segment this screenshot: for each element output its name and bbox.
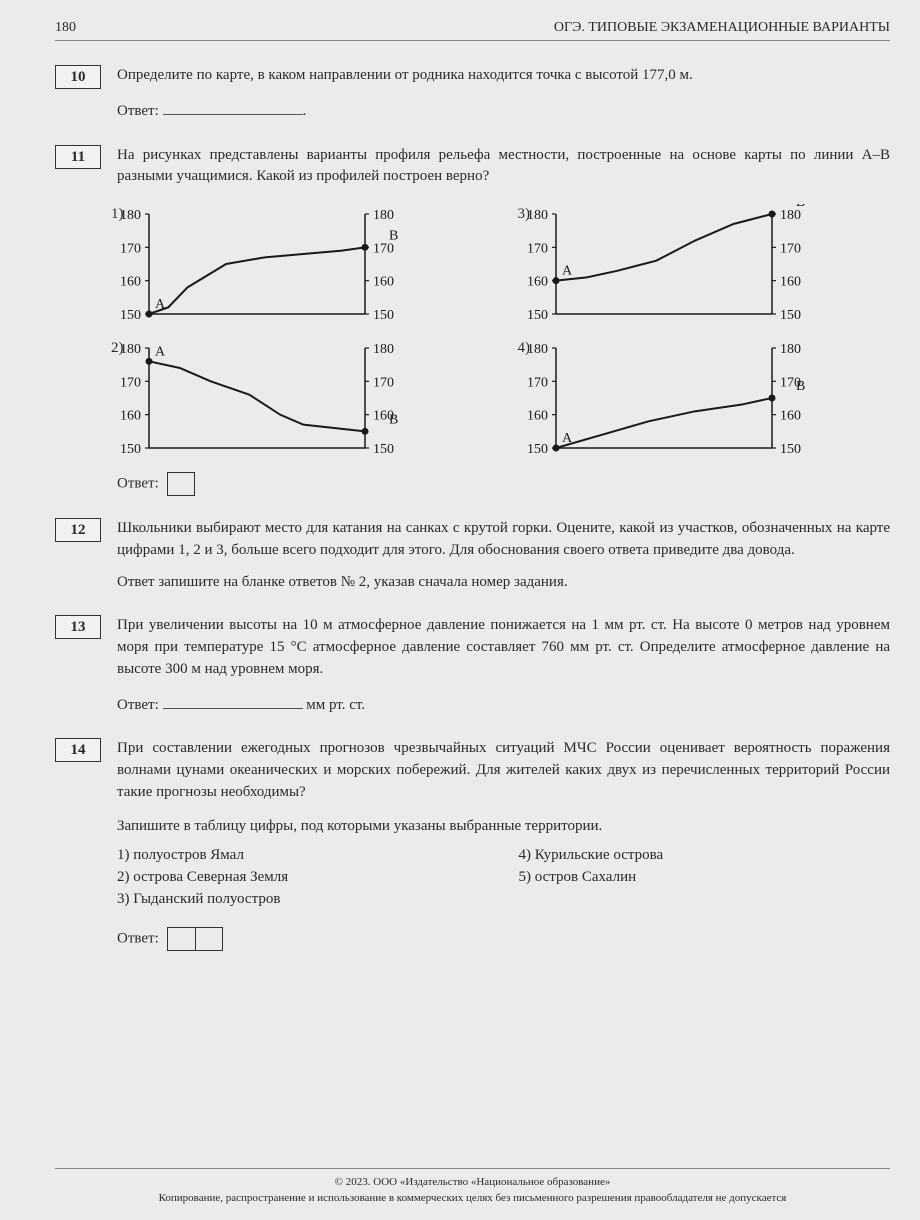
task-text: Определите по карте, в каком направлении…: [117, 65, 890, 87]
task-body: Школьники выбирают место для катания на …: [117, 518, 890, 593]
copyright: © 2023. ООО «Издательство «Национальное …: [55, 1175, 890, 1190]
task-body: При составлении ежегодных прогнозов чрез…: [117, 738, 890, 950]
svg-text:170: 170: [780, 241, 801, 256]
task-text: При составлении ежегодных прогнозов чрез…: [117, 738, 890, 803]
svg-text:170: 170: [373, 375, 394, 390]
svg-text:160: 160: [527, 409, 548, 424]
chart-2: 2)150150160160170170180180AB: [117, 338, 484, 458]
answer-blank[interactable]: [163, 101, 303, 115]
svg-text:150: 150: [780, 308, 801, 323]
chart-label: 1): [111, 204, 124, 226]
task-text: Школьники выбирают место для катания на …: [117, 518, 890, 562]
answer-blank[interactable]: [163, 695, 303, 709]
answer-row: Ответ:: [117, 927, 890, 951]
svg-text:150: 150: [120, 442, 141, 457]
svg-text:150: 150: [373, 442, 394, 457]
task-body: Определите по карте, в каком направлении…: [117, 65, 890, 123]
task-number: 13: [55, 615, 101, 639]
svg-text:180: 180: [373, 342, 394, 357]
chart-3: 3)150150160160170170180180AB: [524, 204, 891, 324]
svg-text:160: 160: [373, 275, 394, 290]
option: 1) полуостров Ямал: [117, 845, 489, 867]
svg-text:170: 170: [527, 375, 548, 390]
option: 3) Гыданский полуостров: [117, 889, 489, 911]
svg-text:A: A: [155, 297, 166, 312]
task-text: При увеличении высоты на 10 м атмосферно…: [117, 615, 890, 680]
profile-chart-3: 150150160160170170180180AB: [524, 204, 848, 324]
option: 4) Курильские острова: [519, 845, 891, 867]
svg-text:150: 150: [120, 308, 141, 323]
answer-label: Ответ:: [117, 103, 159, 119]
answer-label: Ответ:: [117, 930, 159, 946]
svg-text:B: B: [796, 204, 805, 210]
chart-4: 4)150150160160170170180180AB: [524, 338, 891, 458]
svg-text:170: 170: [120, 375, 141, 390]
svg-text:150: 150: [527, 442, 548, 457]
svg-text:150: 150: [780, 442, 801, 457]
svg-text:160: 160: [120, 275, 141, 290]
answer-label: Ответ:: [117, 697, 159, 713]
svg-text:150: 150: [373, 308, 394, 323]
task-14: 14 При составлении ежегодных прогнозов ч…: [55, 738, 890, 950]
svg-text:150: 150: [527, 308, 548, 323]
task-13: 13 При увеличении высоты на 10 м атмосфе…: [55, 615, 890, 716]
answer-row: Ответ: мм рт. ст.: [117, 695, 890, 717]
svg-text:180: 180: [373, 208, 394, 223]
task-number: 11: [55, 145, 101, 169]
chart-label: 2): [111, 338, 124, 360]
task-number: 12: [55, 518, 101, 542]
svg-text:180: 180: [780, 342, 801, 357]
charts-grid: 1)150150160160170170180180AB3)1501501601…: [117, 204, 890, 458]
footer-note: Копирование, распространение и использов…: [55, 1191, 890, 1206]
svg-text:180: 180: [780, 208, 801, 223]
svg-text:A: A: [562, 264, 573, 279]
svg-text:160: 160: [780, 275, 801, 290]
answer-row: Ответ: .: [117, 101, 890, 123]
task-body: На рисунках представлены варианты профил…: [117, 145, 890, 497]
task-10: 10 Определите по карте, в каком направле…: [55, 65, 890, 123]
task-number: 10: [55, 65, 101, 89]
answer-box-double[interactable]: [167, 927, 223, 951]
task-number: 14: [55, 738, 101, 762]
page-number: 180: [55, 20, 76, 36]
task-12: 12 Школьники выбирают место для катания …: [55, 518, 890, 593]
option: 5) остров Сахалин: [519, 867, 891, 889]
header-title: ОГЭ. ТИПОВЫЕ ЭКЗАМЕНАЦИОННЫЕ ВАРИАНТЫ: [554, 20, 890, 36]
task-note: Ответ запишите на бланке ответов № 2, ук…: [117, 572, 890, 594]
profile-chart-1: 150150160160170170180180AB: [117, 204, 441, 324]
options-grid: 1) полуостров Ямал 2) острова Северная З…: [117, 845, 890, 910]
page-header: 180 ОГЭ. ТИПОВЫЕ ЭКЗАМЕНАЦИОННЫЕ ВАРИАНТ…: [55, 20, 890, 41]
chart-1: 1)150150160160170170180180AB: [117, 204, 484, 324]
svg-text:B: B: [389, 412, 398, 427]
svg-text:160: 160: [527, 275, 548, 290]
svg-text:160: 160: [780, 409, 801, 424]
svg-text:B: B: [389, 228, 398, 243]
answer-row: Ответ:: [117, 472, 890, 496]
svg-text:B: B: [796, 379, 805, 394]
svg-text:170: 170: [527, 241, 548, 256]
profile-chart-4: 150150160160170170180180AB: [524, 338, 848, 458]
task-text: На рисунках представлены варианты профил…: [117, 145, 890, 189]
task-body: При увеличении высоты на 10 м атмосферно…: [117, 615, 890, 716]
footer: © 2023. ООО «Издательство «Национальное …: [55, 1168, 890, 1206]
option: 2) острова Северная Земля: [117, 867, 489, 889]
task-instruction: Запишите в таблицу цифры, под которыми у…: [117, 816, 890, 838]
svg-text:160: 160: [120, 409, 141, 424]
chart-label: 4): [518, 338, 531, 360]
chart-label: 3): [518, 204, 531, 226]
answer-label: Ответ:: [117, 475, 159, 491]
svg-text:170: 170: [120, 241, 141, 256]
answer-unit: мм рт. ст.: [306, 697, 365, 713]
answer-box[interactable]: [167, 472, 195, 496]
svg-text:A: A: [155, 344, 166, 359]
profile-chart-2: 150150160160170170180180AB: [117, 338, 441, 458]
svg-text:A: A: [562, 431, 573, 446]
svg-text:170: 170: [373, 241, 394, 256]
task-11: 11 На рисунках представлены варианты про…: [55, 145, 890, 497]
